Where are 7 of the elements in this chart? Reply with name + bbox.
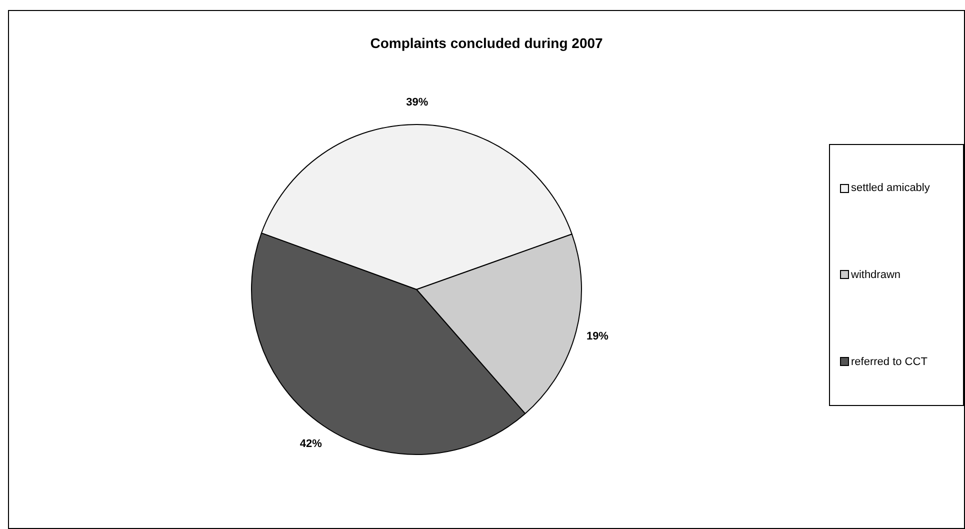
- legend-label: referred to CCT: [851, 356, 928, 368]
- data-label: 19%: [586, 330, 609, 343]
- data-label: 42%: [300, 438, 322, 450]
- legend-label: withdrawn: [851, 268, 901, 281]
- data-label: 39%: [406, 96, 428, 109]
- chart-title: Complaints concluded during 2007: [369, 35, 604, 51]
- legend-label: settled amicably: [851, 182, 930, 194]
